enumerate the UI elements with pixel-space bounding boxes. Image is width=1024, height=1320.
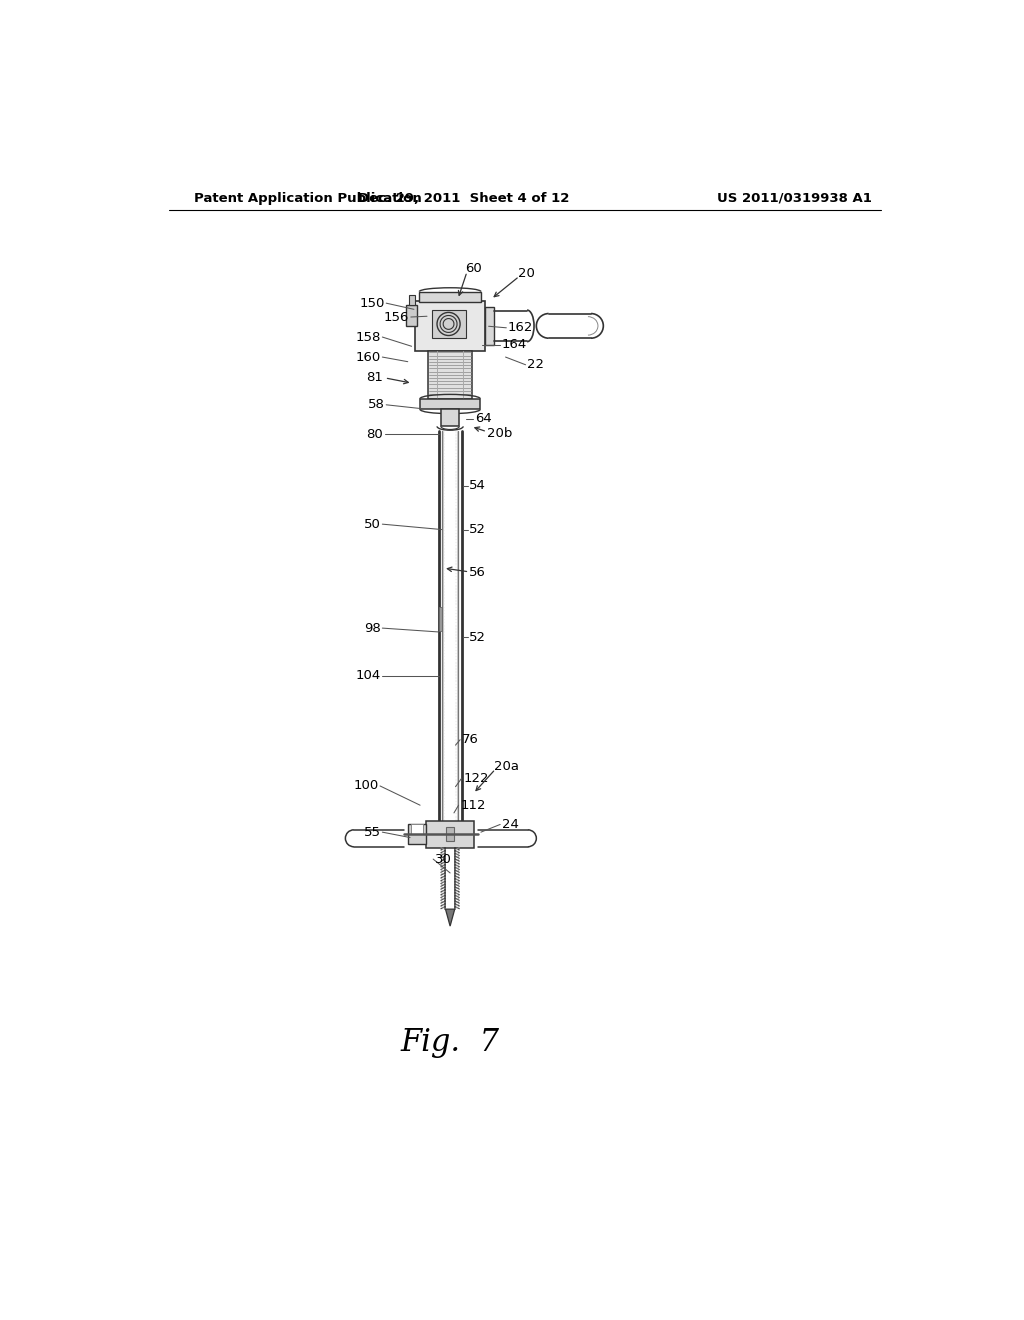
Text: 160: 160 [355,351,381,363]
Bar [428,351,472,399]
Text: 164: 164 [502,338,527,351]
Text: 104: 104 [355,669,381,682]
Bar [419,292,481,302]
Text: 64: 64 [475,412,492,425]
Bar [408,824,426,845]
Bar [407,305,417,326]
Text: 50: 50 [364,517,381,531]
Text: 122: 122 [463,772,488,785]
Bar [441,409,460,426]
Text: 55: 55 [364,825,381,838]
Bar [439,607,441,631]
Text: 80: 80 [367,428,383,441]
Text: Dec. 29, 2011  Sheet 4 of 12: Dec. 29, 2011 Sheet 4 of 12 [357,191,569,205]
Bar [432,310,466,338]
Text: Fig.  7: Fig. 7 [400,1027,500,1057]
Text: 156: 156 [384,310,410,323]
Bar [484,308,494,345]
Text: 158: 158 [355,330,381,343]
Bar [420,399,480,409]
Bar [446,826,454,841]
Text: 24: 24 [502,818,518,832]
Text: 22: 22 [527,358,544,371]
Text: 56: 56 [469,566,486,579]
Text: 162: 162 [508,321,534,334]
Text: 52: 52 [469,631,486,644]
Text: 20b: 20b [487,426,512,440]
Text: 20a: 20a [494,760,519,774]
Text: 54: 54 [469,479,486,492]
Text: 52: 52 [469,523,486,536]
Bar [426,821,474,847]
Text: 60: 60 [466,261,482,275]
Text: US 2011/0319938 A1: US 2011/0319938 A1 [717,191,872,205]
Text: 30: 30 [435,853,452,866]
Text: 98: 98 [365,622,381,635]
Bar [416,301,484,351]
Polygon shape [445,909,455,927]
Text: 100: 100 [353,779,379,792]
Text: Patent Application Publication: Patent Application Publication [194,191,422,205]
Text: 76: 76 [462,733,478,746]
Text: 58: 58 [368,399,385,412]
Text: 112: 112 [460,799,485,812]
Text: 81: 81 [367,371,383,384]
Text: 20: 20 [518,268,535,280]
Bar [411,824,423,834]
Bar [410,294,416,305]
Text: 150: 150 [359,297,385,310]
